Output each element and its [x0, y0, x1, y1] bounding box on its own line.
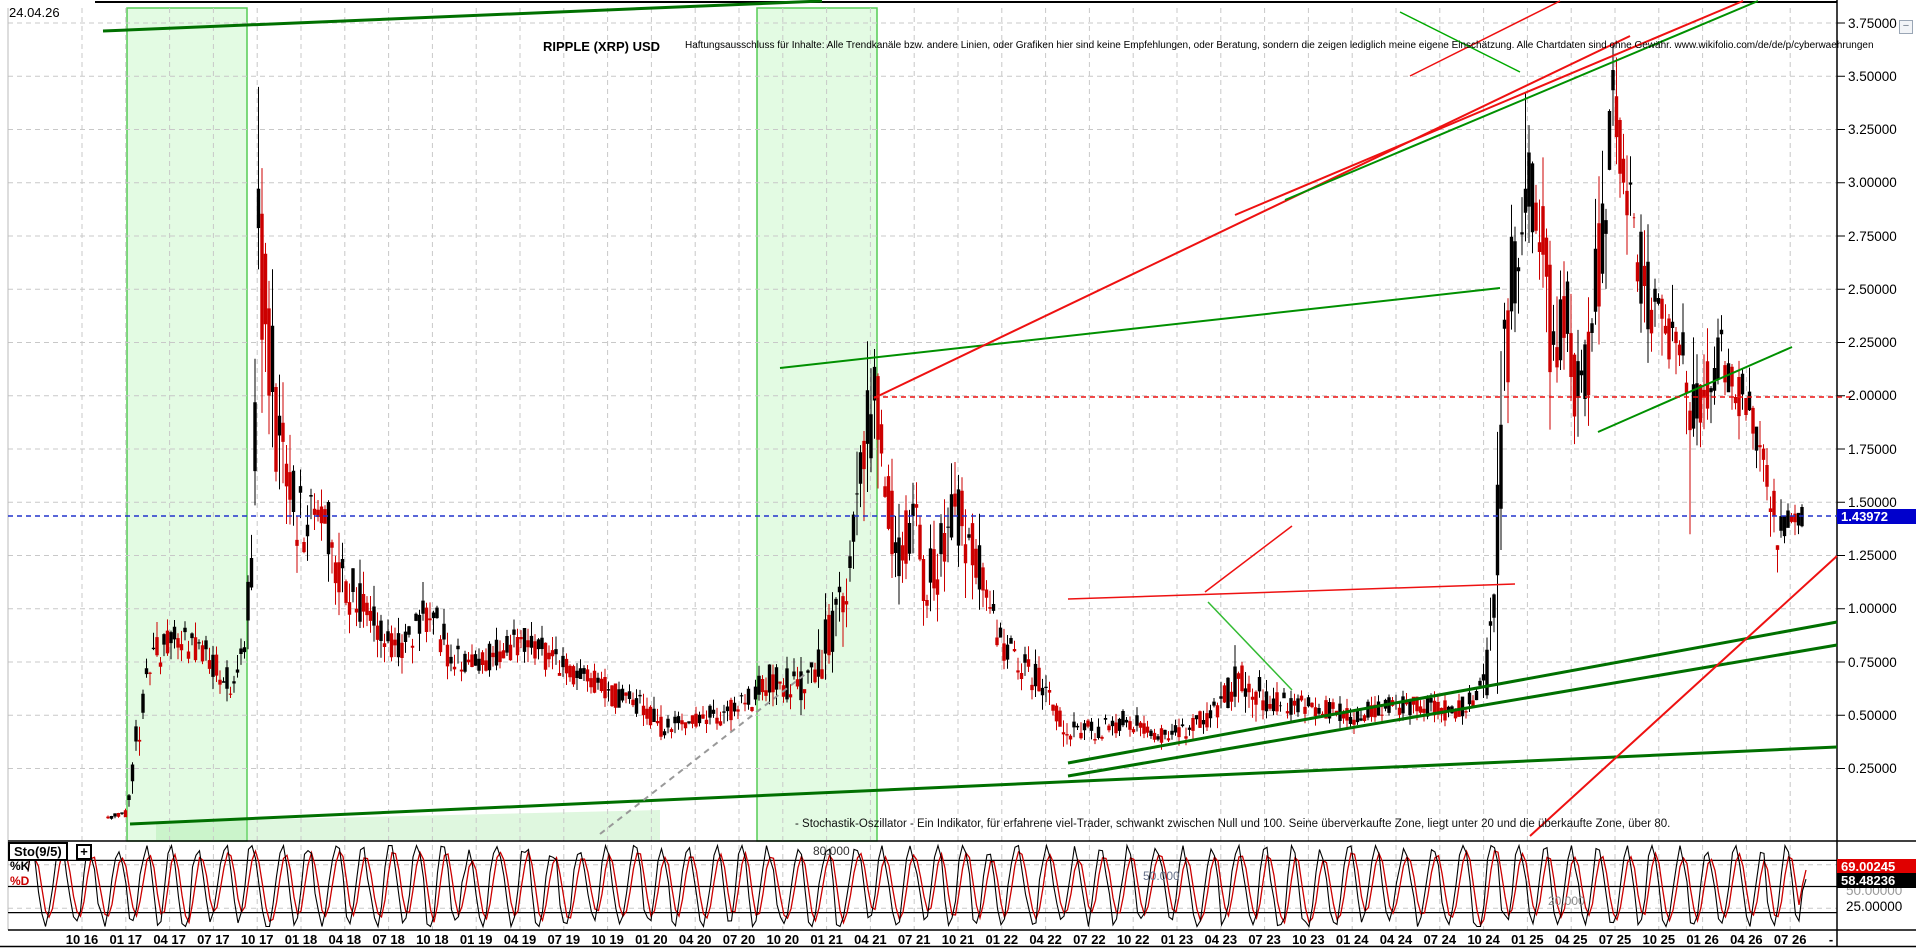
time-axis-label: 04 19 [503, 932, 537, 947]
trend-line-16 [1597, 346, 1793, 433]
time-axis-label: 01 19 [459, 932, 493, 947]
trend-line-13 [1204, 525, 1293, 593]
minimize-icon[interactable]: − [1899, 20, 1913, 34]
time-axis-label: 07 26 [1773, 932, 1807, 947]
time-axis-label: 10 20 [766, 932, 800, 947]
k-series-label: %K [10, 859, 30, 873]
time-axis-label: 01 26 [1686, 932, 1719, 947]
candles-down [106, 57, 1797, 819]
osc-k-value-badge: 58.48236 [1837, 873, 1916, 888]
time-axis-label: 07 21 [897, 932, 931, 947]
candles-up [109, 44, 1804, 820]
time-axis-label: 07 22 [1073, 932, 1106, 947]
price-axis-label: 3.50000 [1848, 68, 1897, 84]
price-axis-label: 0.75000 [1848, 654, 1897, 670]
time-axis-label: 10 22 [1116, 932, 1150, 947]
price-axis-label: 1.75000 [1848, 441, 1897, 457]
trend-line-11 [1409, 0, 1561, 77]
price-axis-label: 1.25000 [1848, 548, 1897, 563]
time-axis-label: 10 25 [1642, 932, 1676, 947]
time-axis-label: 01 23 [1160, 932, 1194, 947]
price-axis-label: 0.50000 [1848, 707, 1897, 723]
time-axis-label: 04 22 [1029, 932, 1062, 947]
level-20-label: 20.000 [1548, 894, 1585, 908]
time-axis-label: 01 25 [1511, 932, 1544, 947]
time-axis-label: 04 24 [1379, 932, 1413, 947]
time-axis-label: 10 21 [941, 932, 975, 947]
time-axis-label: 04 23 [1204, 932, 1238, 947]
highlight-band-2 [756, 7, 878, 842]
time-axis-label: 04 21 [854, 932, 887, 947]
support-shade [156, 810, 660, 840]
highlight-band-1 [126, 7, 248, 842]
time-axis-label: 04 17 [153, 932, 186, 947]
level-50-label: 50.000 [1143, 869, 1180, 883]
price-axis-label: 3.75000 [1848, 15, 1897, 31]
trend-line-10 [1284, 0, 1759, 201]
chart-date: 24.04.26 [9, 5, 60, 20]
oscillator-description: - Stochastik-Oszillator - Ein Indikator,… [795, 818, 1671, 830]
price-axis-label: 2.00000 [1848, 388, 1897, 404]
chart-title: RIPPLE (XRP) USD [543, 39, 661, 54]
trend-line-7 [873, 35, 1631, 399]
time-axis-label: 04 18 [328, 932, 362, 947]
time-axis-label: 10 23 [1292, 932, 1325, 947]
osc-axis-25-label: 25.00000 [1846, 899, 1903, 914]
time-axis-label: 01 22 [985, 932, 1019, 947]
osc-d-value-badge: 69.00245 [1837, 859, 1916, 874]
time-axis-label: 10 19 [591, 932, 624, 947]
d-series-label: %D [10, 874, 30, 888]
time-axis-label: 01 24 [1335, 932, 1369, 947]
time-axis-label: 10 17 [240, 932, 274, 947]
time-axis-label: 04 25 [1554, 932, 1588, 947]
price-axis-label: 3.25000 [1848, 122, 1897, 137]
level-80-label: 80.000 [813, 844, 850, 858]
time-axis-label: 07 25 [1598, 932, 1632, 947]
time-axis-label: 07 17 [197, 932, 230, 947]
current-price-badge: 1.43972 [1837, 509, 1916, 524]
trend-line-2 [102, 0, 823, 33]
trend-line-4 [1067, 620, 1838, 765]
price-axis-label: 2.25000 [1848, 335, 1897, 350]
time-axis-label: 07 18 [372, 932, 405, 947]
time-axis-label: 04 20 [678, 932, 712, 947]
time-axis-label: 01 18 [284, 932, 318, 947]
trend-line-6 [779, 287, 1501, 369]
price-axis-label: 2.75000 [1848, 228, 1897, 244]
time-axis-label: 01 17 [109, 932, 143, 947]
disclaimer-text: Haftungsausschluss für Inhalte: Alle Tre… [685, 40, 1874, 51]
trend-line-9 [1234, 0, 1744, 216]
time-axis-tail-label: - [1828, 932, 1834, 947]
trend-line-14 [1207, 601, 1293, 691]
time-axis-label: 07 20 [722, 932, 756, 947]
time-axis-label: 07 23 [1248, 932, 1281, 947]
time-axis-label: 01 20 [635, 932, 668, 947]
time-axis-label: 07 24 [1423, 932, 1457, 947]
time-axis-label: 10 16 [65, 932, 99, 947]
time-axis-label: 07 19 [547, 932, 581, 947]
expand-plus-icon[interactable]: + [76, 844, 92, 860]
time-axis-label: 10 24 [1467, 932, 1500, 947]
trend-line-8 [1529, 555, 1838, 837]
time-axis-label: 10 18 [416, 932, 449, 947]
trend-line-12 [1399, 11, 1521, 73]
trend-line-3 [129, 745, 1838, 826]
price-axis-label: 0.25000 [1848, 761, 1897, 776]
trend-line-15 [1067, 583, 1516, 600]
time-axis-label: 01 21 [810, 932, 843, 947]
price-axis-label: 3.00000 [1848, 175, 1897, 191]
price-axis-label: 1.00000 [1848, 601, 1897, 617]
oscillator-k-line [27, 843, 1807, 929]
price-axis-label: 1.50000 [1848, 494, 1897, 510]
time-axis-label: 04 26 [1730, 932, 1763, 947]
oscillator-name-box[interactable]: Sto(9/5) [8, 842, 68, 861]
trend-line-5 [1067, 643, 1838, 778]
price-axis-label: 2.50000 [1848, 281, 1897, 297]
